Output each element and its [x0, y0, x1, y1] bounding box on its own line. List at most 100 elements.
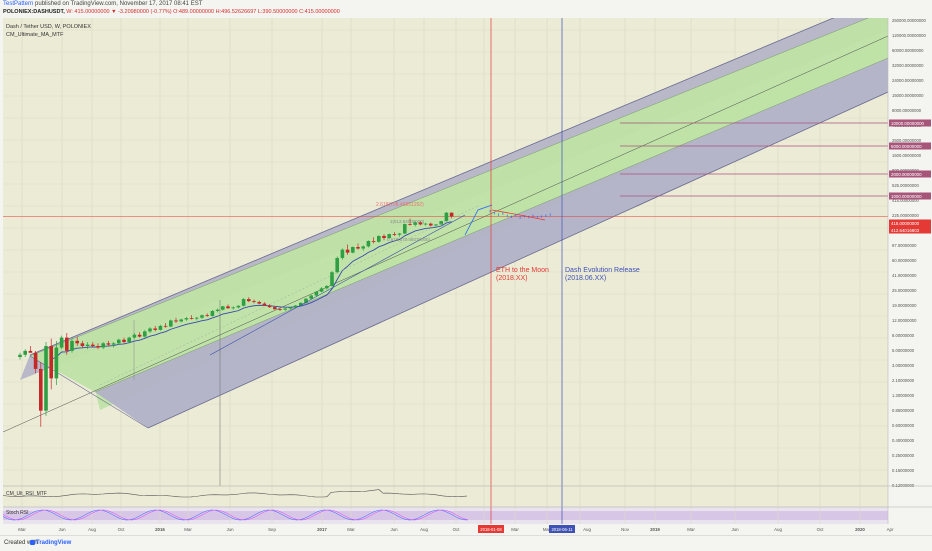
candle[interactable]	[231, 307, 235, 309]
candle[interactable]	[314, 291, 319, 296]
candle[interactable]	[273, 307, 277, 310]
candle[interactable]	[293, 305, 298, 308]
candle[interactable]	[33, 352, 38, 369]
candles	[18, 212, 454, 427]
candle[interactable]	[210, 310, 215, 317]
candle[interactable]	[340, 249, 345, 258]
candle[interactable]	[137, 334, 142, 337]
candle[interactable]	[257, 301, 261, 304]
candle[interactable]	[319, 288, 324, 292]
candle[interactable]	[351, 247, 355, 253]
candle[interactable]	[335, 257, 339, 273]
price-label-box	[889, 142, 931, 150]
candle[interactable]	[397, 233, 402, 235]
candle[interactable]	[49, 346, 53, 379]
legend-ma: CM_Ultimate_MA_MTF	[6, 32, 64, 38]
candle[interactable]	[247, 299, 251, 302]
candle[interactable]	[127, 337, 131, 343]
candle[interactable]	[366, 241, 371, 247]
price-tick-label: 2500.00000000	[892, 138, 922, 143]
candle[interactable]	[408, 224, 412, 225]
price-label-text: 5000.00000000	[891, 144, 922, 149]
price-axis[interactable]	[888, 18, 932, 524]
candle[interactable]	[101, 343, 105, 348]
candle[interactable]	[23, 350, 27, 355]
candle[interactable]	[148, 328, 152, 332]
candle[interactable]	[345, 249, 350, 253]
candle[interactable]	[304, 298, 308, 303]
candle[interactable]	[221, 306, 225, 310]
candle[interactable]	[262, 303, 267, 306]
candle[interactable]	[444, 212, 449, 222]
candle[interactable]	[153, 328, 157, 330]
candle[interactable]	[215, 309, 220, 311]
candle[interactable]	[241, 299, 246, 306]
candle[interactable]	[200, 315, 204, 318]
candle[interactable]	[325, 286, 329, 289]
candle[interactable]	[80, 343, 85, 347]
candle[interactable]	[91, 344, 95, 347]
candle[interactable]	[195, 317, 199, 319]
candle[interactable]	[59, 337, 64, 348]
candle[interactable]	[413, 222, 417, 225]
candle[interactable]	[163, 325, 168, 327]
candle[interactable]	[106, 343, 111, 345]
candle[interactable]	[288, 307, 293, 309]
candle[interactable]	[44, 346, 48, 411]
candle[interactable]	[96, 346, 100, 348]
symbol-label[interactable]: POLONIEX:DASHUSDT,	[3, 9, 65, 15]
trend-support-line	[209, 214, 466, 356]
candle[interactable]	[70, 340, 74, 351]
candle[interactable]	[111, 343, 116, 345]
candle[interactable]	[28, 350, 33, 353]
candle[interactable]	[377, 235, 381, 242]
candle[interactable]	[418, 222, 423, 225]
candle[interactable]	[75, 340, 79, 344]
candle[interactable]	[434, 224, 438, 226]
candle[interactable]	[449, 212, 454, 217]
candle[interactable]	[169, 320, 173, 327]
candle[interactable]	[299, 302, 303, 306]
time-tick-label: Aug	[420, 527, 428, 532]
price-tick-label: 415.00000000	[892, 198, 919, 203]
candle[interactable]	[117, 339, 121, 344]
candle[interactable]	[226, 306, 230, 309]
candle[interactable]	[184, 318, 189, 320]
candle[interactable]	[356, 247, 360, 249]
candle[interactable]	[330, 272, 334, 287]
candle[interactable]	[371, 241, 376, 242]
candle[interactable]	[252, 301, 256, 302]
candle[interactable]	[132, 334, 137, 338]
candle[interactable]	[387, 234, 391, 238]
candle[interactable]	[392, 234, 397, 235]
candle[interactable]	[236, 305, 241, 308]
candle[interactable]	[403, 224, 407, 234]
candle[interactable]	[54, 347, 59, 379]
candle[interactable]	[382, 235, 386, 238]
candle[interactable]	[309, 295, 313, 299]
candle[interactable]	[174, 320, 178, 322]
candle[interactable]	[122, 339, 126, 343]
candle[interactable]	[361, 246, 365, 249]
candle[interactable]	[205, 315, 209, 317]
candle[interactable]	[439, 221, 443, 225]
candle[interactable]	[143, 331, 147, 337]
ma-line	[50, 221, 452, 360]
tradingview-brand-link[interactable]: TradingView	[36, 540, 72, 546]
candle[interactable]	[158, 325, 163, 330]
author-link[interactable]: TestPattern	[3, 1, 34, 7]
candle[interactable]	[423, 223, 428, 225]
candle[interactable]	[85, 344, 90, 347]
time-axis[interactable]	[0, 524, 888, 535]
candle[interactable]	[283, 308, 287, 310]
candle[interactable]	[189, 318, 194, 319]
price-tick-label: 8000.00000000	[892, 108, 922, 113]
candle[interactable]	[278, 309, 282, 310]
candle[interactable]	[65, 337, 69, 351]
candle[interactable]	[267, 305, 272, 308]
candle[interactable]	[429, 223, 433, 226]
candle[interactable]	[39, 368, 43, 411]
candle[interactable]	[179, 319, 183, 322]
candle[interactable]	[18, 354, 22, 357]
